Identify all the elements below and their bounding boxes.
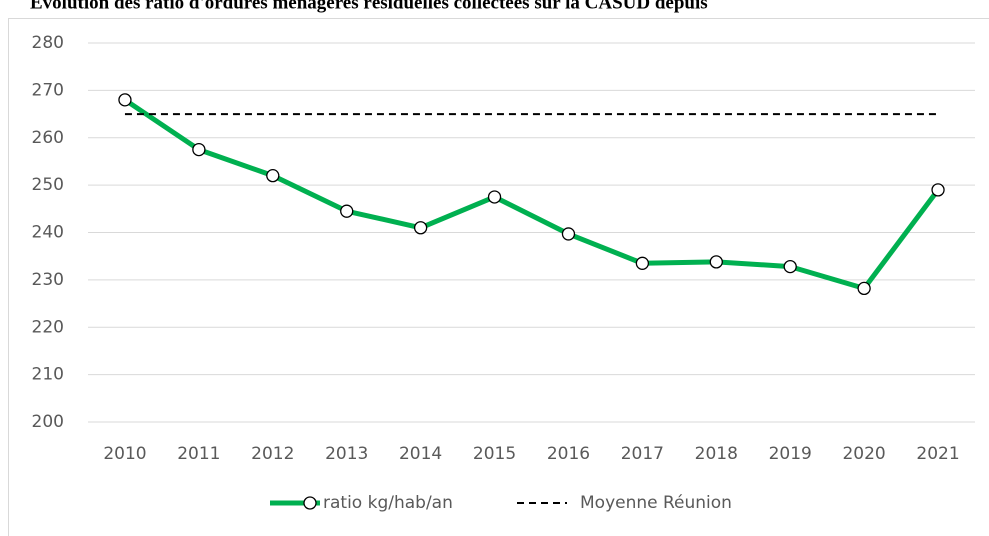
data-point	[783, 259, 797, 274]
data-point	[931, 183, 945, 197]
data-point	[118, 93, 132, 107]
x-tick-label: 2011	[177, 444, 220, 464]
y-tick-label: 270	[32, 80, 64, 100]
x-tick-label: 2010	[103, 444, 146, 464]
y-tick-label: 200	[32, 412, 64, 432]
x-tick-label: 2013	[325, 444, 368, 464]
y-tick-label: 210	[32, 365, 64, 385]
y-tick-label: 240	[32, 223, 64, 243]
x-tick-label: 2018	[695, 444, 738, 464]
data-point	[635, 256, 650, 270]
x-tick-label: 2020	[842, 444, 885, 464]
x-tick-label: 2021	[916, 444, 959, 464]
data-point	[266, 168, 280, 183]
data-point	[340, 204, 354, 218]
legend-label: ratio kg/hab/an	[323, 493, 453, 513]
x-tick-label: 2012	[251, 444, 294, 464]
y-tick-label: 250	[32, 175, 64, 195]
x-tick-label: 2019	[769, 444, 812, 464]
x-tick-label: 2016	[547, 444, 590, 464]
y-tick-label: 260	[32, 128, 64, 148]
x-tick-label: 2017	[621, 444, 664, 464]
series-line	[123, 97, 941, 291]
y-tick-label: 230	[32, 270, 64, 290]
data-point	[857, 281, 871, 296]
y-tick-label: 220	[32, 317, 64, 337]
legend-marker	[303, 496, 317, 510]
legend-label: Moyenne Réunion	[580, 493, 732, 513]
y-tick-label: 280	[32, 33, 64, 53]
data-point	[561, 227, 576, 241]
chart-title: Évolution des ratio d'ordures ménagères …	[30, 0, 708, 13]
data-point	[192, 142, 206, 157]
data-point	[709, 255, 723, 269]
x-tick-label: 2014	[399, 444, 442, 464]
data-point	[487, 190, 502, 204]
chart-border	[8, 18, 989, 536]
data-point	[413, 221, 428, 235]
x-tick-label: 2015	[473, 444, 516, 464]
